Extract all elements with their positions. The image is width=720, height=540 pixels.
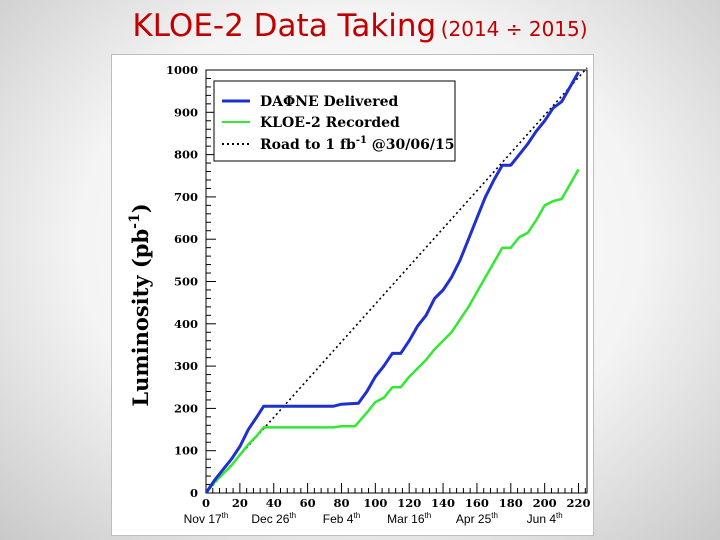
legend-label-delivered: DAΦNE Delivered	[260, 94, 399, 110]
x-tick-label: 120	[397, 496, 421, 510]
x-tick-label: 20	[232, 496, 248, 510]
legend-label-road: Road to 1 fb-1 @30/06/15	[260, 135, 454, 153]
date-label: Dec 26th	[251, 511, 296, 526]
date-label: Apr 25th	[456, 511, 498, 526]
y-axis-label-sup: -1	[127, 213, 143, 229]
series-line-road	[205, 67, 588, 494]
legend-label-recorded: KLOE-2 Recorded	[260, 115, 400, 131]
date-label-text: Apr 25	[456, 512, 492, 526]
y-tick-label: 0	[190, 486, 198, 500]
date-label-text: Dec 26	[251, 512, 289, 526]
date-label: Feb 4th	[323, 511, 360, 526]
x-tick-label: 40	[266, 496, 282, 510]
x-tick-label: 100	[363, 496, 387, 510]
y-tick-label: 700	[174, 190, 198, 204]
y-axis-label: Luminosity (pb-1)	[127, 203, 153, 406]
slide-title-subtitle: (2014 ÷ 2015)	[440, 17, 588, 41]
x-tick-label: 220	[567, 496, 591, 510]
y-tick-label: 900	[174, 105, 198, 119]
date-label-suffix: th	[353, 511, 360, 520]
date-label-suffix: th	[491, 511, 498, 520]
y-tick-label: 1000	[166, 63, 198, 77]
x-tick-label: 60	[300, 496, 316, 510]
slide-title-main: KLOE-2 Data Taking	[132, 8, 437, 44]
date-label-suffix: th	[222, 511, 229, 520]
date-label-text: Nov 17	[184, 512, 222, 526]
legend-label-road-pre: Road to 1 fb	[260, 137, 356, 153]
x-tick-label: 80	[333, 496, 349, 510]
y-tick-label: 600	[174, 232, 198, 246]
date-label-text: Jun 4	[527, 512, 557, 526]
y-axis-label-end: )	[128, 203, 153, 213]
date-label: Mar 16th	[387, 511, 431, 526]
y-tick-label: 400	[174, 317, 198, 331]
legend: DAΦNE Delivered KLOE-2 Recorded Road to …	[213, 80, 456, 162]
x-tick-label: 0	[202, 496, 210, 510]
date-label: Nov 17th	[184, 511, 229, 526]
y-tick-label: 300	[174, 359, 198, 373]
date-label-text: Mar 16	[387, 512, 425, 526]
x-tick-label: 140	[431, 496, 455, 510]
date-label-suffix: th	[289, 511, 296, 520]
series-line-delivered	[204, 71, 580, 494]
y-axis-label-main: Luminosity (pb	[128, 229, 153, 407]
x-tick-label: 180	[499, 496, 523, 510]
y-tick-label: 800	[174, 148, 198, 162]
slide-title: KLOE-2 Data Taking (2014 ÷ 2015)	[0, 8, 720, 44]
legend-box	[213, 80, 456, 162]
y-tick-label: 200	[174, 401, 198, 415]
series-line-recorded	[205, 168, 580, 494]
date-label-suffix: th	[556, 511, 563, 520]
date-label-suffix: th	[425, 511, 432, 520]
legend-label-road-post: @30/06/15	[367, 137, 455, 153]
y-tick-label: 500	[174, 275, 198, 289]
luminosity-chart: Luminosity (pb-1) 0100200300400500600700…	[127, 63, 591, 526]
y-tick-label: 100	[174, 444, 198, 458]
x-tick-label: 200	[533, 496, 557, 510]
date-label: Jun 4th	[527, 511, 563, 526]
date-label-text: Feb 4	[323, 512, 354, 526]
x-tick-label: 160	[465, 496, 489, 510]
chart-panel: Luminosity (pb-1) 0 100 200 300 400 500 600 700…	[112, 55, 593, 535]
legend-label-road-sup: -1	[356, 135, 367, 146]
plot-area: 0 100 200 300 400 500 600 700 800 900 1000 0 20 40 60 8…	[166, 63, 591, 526]
